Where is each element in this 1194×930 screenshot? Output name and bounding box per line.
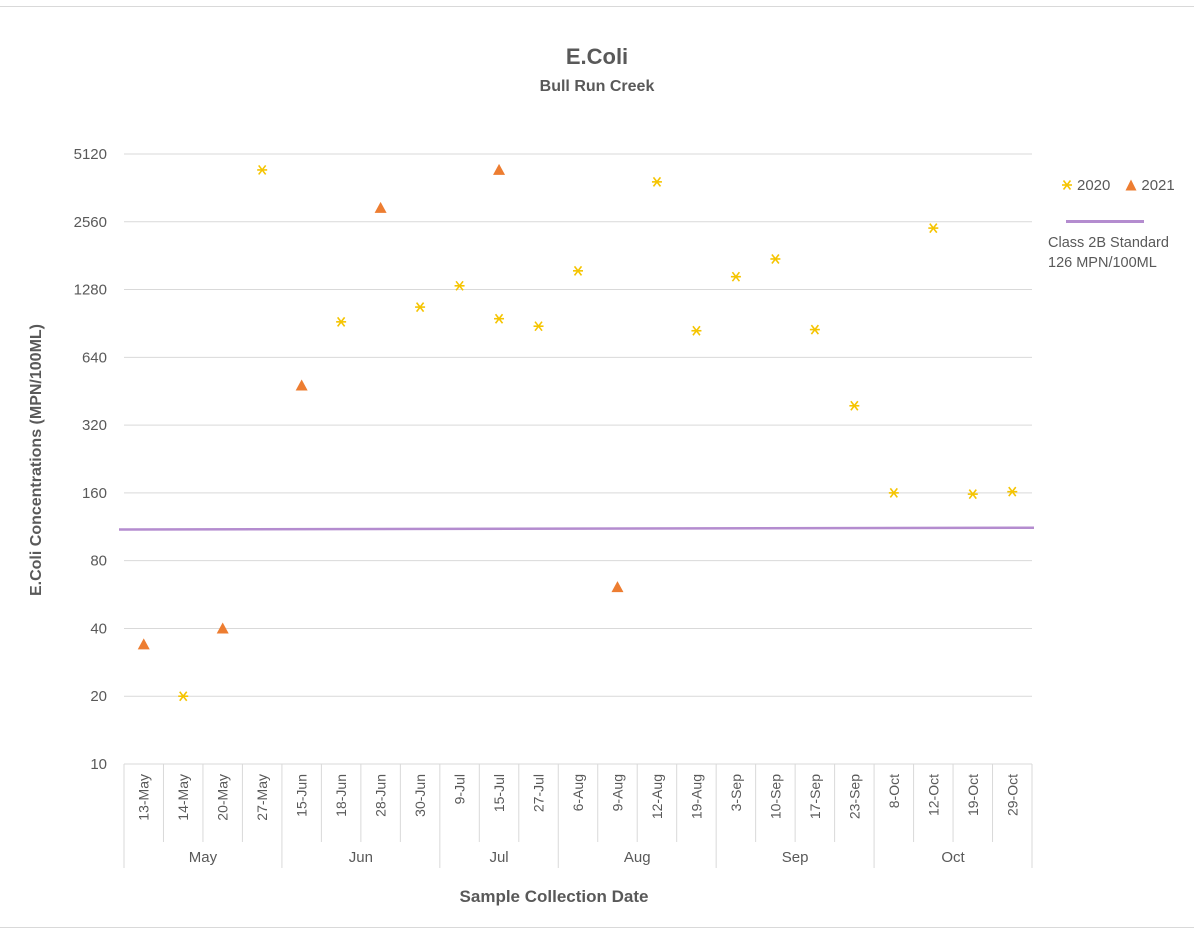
x-tick-label-15-Jul: 15-Jul — [491, 774, 507, 812]
y-tick-label-2560: 2560 — [74, 214, 107, 231]
x-axis-label: Sample Collection Date — [459, 887, 649, 906]
month-label-May: May — [189, 849, 218, 866]
point-2020-17-Sep — [809, 324, 820, 335]
x-tick-label-3-Sep: 3-Sep — [728, 774, 744, 812]
point-2020-12-Aug — [651, 176, 662, 187]
chart-title: E.Coli — [565, 44, 629, 69]
point-2020-18-Jun — [336, 316, 347, 327]
point-2021-13-May — [137, 638, 150, 650]
legend-standard-line — [1066, 220, 1144, 223]
point-2021-28-Jun — [374, 201, 387, 213]
x-tick-label-29-Oct: 29-Oct — [1004, 774, 1020, 816]
x-tick-label-8-Oct: 8-Oct — [886, 774, 902, 808]
y-tick-label-80: 80 — [90, 553, 107, 570]
y-tick-label-40: 40 — [90, 620, 107, 637]
x-tick-label-10-Sep: 10-Sep — [767, 774, 783, 819]
y-tick-label-320: 320 — [82, 417, 107, 434]
month-label-Jun: Jun — [349, 849, 373, 866]
chart-subtitle: Bull Run Creek — [539, 78, 655, 95]
x-tick-label-23-Sep: 23-Sep — [846, 774, 862, 819]
x-tick-label-19-Aug: 19-Aug — [688, 774, 704, 819]
month-label-Jul: Jul — [489, 849, 508, 866]
bottom-border — [0, 927, 1194, 928]
month-label-Oct: Oct — [941, 849, 965, 866]
x-tick-label-19-Oct: 19-Oct — [965, 774, 981, 816]
legend-standard-label-line1: Class 2B Standard — [1048, 235, 1169, 251]
x-tick-label-27-Jul: 27-Jul — [531, 774, 547, 812]
point-2020-30-Jun — [415, 302, 426, 313]
legend-label-2021: 2021 — [1141, 176, 1175, 194]
x-tick-label-9-Jul: 9-Jul — [452, 774, 468, 804]
month-label-Sep: Sep — [782, 849, 809, 866]
x-tick-label-17-Sep: 17-Sep — [807, 774, 823, 819]
legend: 2020 2021 Class 2B Standard 126 MPN/100M… — [1048, 175, 1190, 272]
x-tick-label-13-May: 13-May — [136, 774, 152, 821]
point-2020-8-Oct — [888, 487, 899, 498]
x-tick-label-15-Jun: 15-Jun — [294, 774, 310, 817]
point-2020-27-Jul — [533, 321, 544, 332]
y-tick-label-20: 20 — [90, 688, 107, 705]
y-tick-label-160: 160 — [82, 485, 107, 502]
x-tick-label-6-Aug: 6-Aug — [570, 774, 586, 811]
y-tick-label-10: 10 — [90, 756, 107, 773]
x-tick-label-30-Jun: 30-Jun — [412, 774, 428, 817]
legend-standard-label: Class 2B Standard 126 MPN/100ML — [1048, 233, 1194, 273]
point-2020-10-Sep — [770, 253, 781, 264]
point-2020-9-Jul — [454, 280, 465, 291]
month-label-Aug: Aug — [624, 849, 651, 866]
top-border — [0, 6, 1194, 7]
x-tick-label-12-Aug: 12-Aug — [649, 774, 665, 819]
asterisk-marker-icon — [1062, 180, 1072, 190]
class-2b-standard-line — [118, 526, 1035, 531]
point-2021-15-Jul — [493, 163, 506, 175]
y-tick-label-5120: 5120 — [74, 146, 107, 163]
point-2020-12-Oct — [928, 223, 939, 234]
x-tick-label-20-May: 20-May — [215, 774, 231, 821]
point-2020-3-Sep — [730, 271, 741, 282]
legend-entry-2020: 2020 — [1060, 177, 1110, 194]
y-tick-label-1280: 1280 — [74, 282, 107, 299]
point-2021-20-May — [216, 622, 229, 634]
point-2020-27-May — [257, 164, 268, 175]
x-tick-label-9-Aug: 9-Aug — [609, 774, 625, 811]
point-2020-23-Sep — [849, 400, 860, 411]
x-tick-label-12-Oct: 12-Oct — [925, 774, 941, 816]
y-tick-label-640: 640 — [82, 349, 107, 366]
x-tick-label-14-May: 14-May — [175, 774, 191, 821]
x-tick-label-27-May: 27-May — [254, 774, 270, 821]
point-2021-9-Aug — [611, 581, 624, 593]
legend-entry-2021: 2021 — [1124, 176, 1175, 194]
point-2020-6-Aug — [573, 265, 583, 276]
x-tick-label-28-Jun: 28-Jun — [373, 774, 389, 817]
point-2020-29-Oct — [1007, 486, 1018, 497]
legend-standard-label-line2: 126 MPN/100ML — [1048, 255, 1157, 271]
triangle-marker-icon — [1125, 179, 1137, 191]
point-2020-14-May — [178, 691, 189, 702]
point-2020-15-Jul — [494, 313, 505, 324]
point-2021-15-Jun — [295, 379, 308, 391]
point-2020-19-Oct — [967, 489, 978, 500]
point-2020-19-Aug — [691, 325, 702, 336]
legend-label-2020: 2020 — [1077, 176, 1111, 194]
x-tick-label-18-Jun: 18-Jun — [333, 774, 349, 817]
